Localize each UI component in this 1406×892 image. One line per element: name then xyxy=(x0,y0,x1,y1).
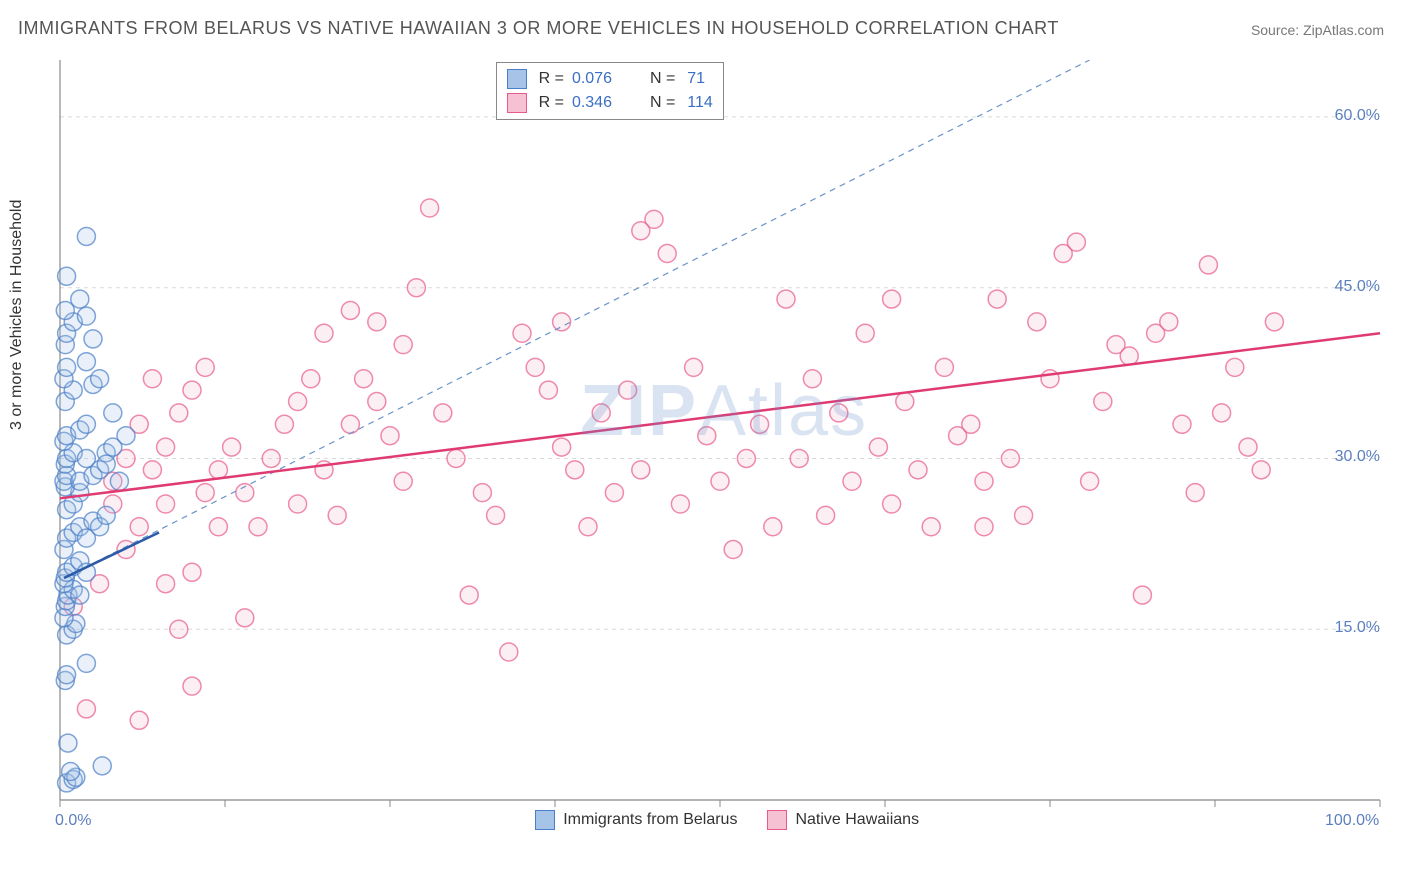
legend-n-value: 114 xyxy=(687,94,713,112)
legend-n-label: N = xyxy=(650,94,675,112)
source-attribution: Source: ZipAtlas.com xyxy=(1251,22,1384,38)
legend-r-label: R = xyxy=(539,94,564,112)
legend-stats-box: R = 0.076 N = 71 R = 0.346 N = 114 xyxy=(496,62,724,120)
source-prefix: Source: xyxy=(1251,22,1303,38)
chart-container: IMMIGRANTS FROM BELARUS VS NATIVE HAWAII… xyxy=(0,0,1406,892)
legend-swatch xyxy=(767,810,787,830)
x-tick-label: 0.0% xyxy=(55,812,91,830)
legend-r-value: 0.346 xyxy=(572,94,632,112)
legend-stat-row: R = 0.346 N = 114 xyxy=(507,91,713,115)
legend-series: Immigrants from Belarus Native Hawaiians xyxy=(535,810,919,830)
legend-r-value: 0.076 xyxy=(572,70,632,88)
legend-swatch xyxy=(535,810,555,830)
legend-series-label: Native Hawaiians xyxy=(795,811,919,829)
y-tick-label: 45.0% xyxy=(1335,278,1380,296)
source-link[interactable]: ZipAtlas.com xyxy=(1303,22,1384,38)
legend-series-item: Native Hawaiians xyxy=(767,810,919,830)
chart-svg xyxy=(50,60,1390,830)
y-tick-label: 15.0% xyxy=(1335,619,1380,637)
y-tick-label: 60.0% xyxy=(1335,107,1380,125)
chart-title: IMMIGRANTS FROM BELARUS VS NATIVE HAWAII… xyxy=(18,18,1059,39)
legend-r-label: R = xyxy=(539,70,564,88)
plot-area: ZIPAtlas R = 0.076N = 71R = 0.346N = 114… xyxy=(50,60,1390,830)
legend-n-value: 71 xyxy=(687,70,705,88)
legend-stat-row: R = 0.076 N = 71 xyxy=(507,67,713,91)
y-axis-label: 3 or more Vehicles in Household xyxy=(8,200,26,430)
legend-n-label: N = xyxy=(650,70,675,88)
x-tick-label: 100.0% xyxy=(1325,812,1379,830)
y-tick-label: 30.0% xyxy=(1335,448,1380,466)
legend-swatch xyxy=(507,93,527,113)
legend-series-label: Immigrants from Belarus xyxy=(563,811,737,829)
legend-series-item: Immigrants from Belarus xyxy=(535,810,737,830)
legend-swatch xyxy=(507,69,527,89)
